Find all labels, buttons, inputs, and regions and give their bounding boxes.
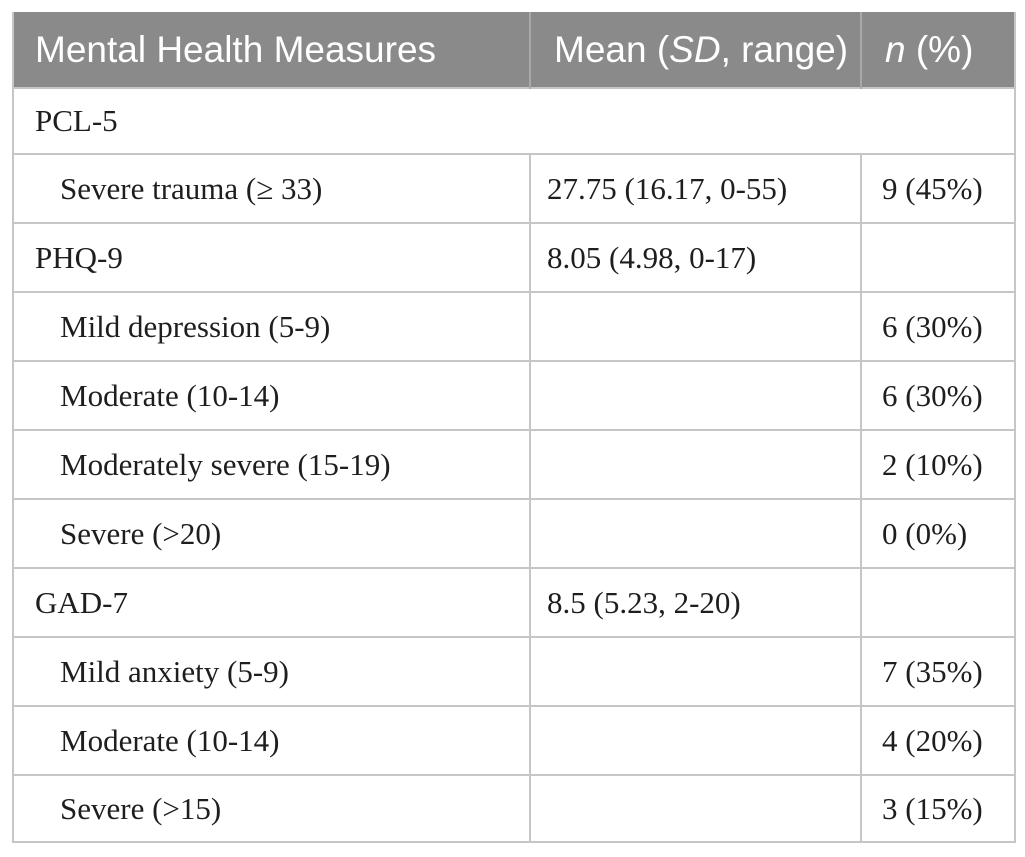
mental-health-measures-table: Mental Health Measures Mean (SD, range) … bbox=[12, 12, 1016, 843]
n-cell: 7 (35%) bbox=[860, 636, 1015, 706]
n-header-italic: n bbox=[885, 28, 906, 70]
row-label-cell: Severe trauma (≥ 33) bbox=[13, 153, 530, 223]
row-label-cell: Mild depression (5-9) bbox=[13, 291, 530, 361]
table-row-pcl5: PCL-5 bbox=[13, 87, 1015, 154]
row-label-cell: Mild anxiety (5-9) bbox=[13, 636, 530, 706]
mean-cell bbox=[529, 774, 861, 842]
n-cell: 9 (45%) bbox=[860, 153, 1015, 223]
column-header-mean: Mean (SD, range) bbox=[529, 12, 861, 88]
n-cell bbox=[860, 567, 1015, 637]
table-row-mild-anxiety: Mild anxiety (5-9) 7 (35%) bbox=[13, 636, 1015, 706]
mean-cell bbox=[529, 429, 861, 499]
mean-cell bbox=[529, 636, 861, 706]
mean-cell bbox=[529, 498, 861, 568]
table-row-moderate-depression: Moderate (10-14) 6 (30%) bbox=[13, 360, 1015, 430]
n-cell bbox=[860, 222, 1015, 292]
column-header-n: n (%) bbox=[860, 12, 1015, 88]
mean-header-sd-italic: SD bbox=[669, 28, 721, 70]
row-label-cell: Severe (>20) bbox=[13, 498, 530, 568]
table-row-mild-depression: Mild depression (5-9) 6 (30%) bbox=[13, 291, 1015, 361]
row-label-cell: PHQ-9 bbox=[13, 222, 530, 292]
table-header: Mental Health Measures Mean (SD, range) … bbox=[13, 12, 1015, 88]
n-cell: 2 (10%) bbox=[860, 429, 1015, 499]
row-label-cell: Moderate (10-14) bbox=[13, 705, 530, 775]
mean-header-suffix: , range) bbox=[720, 28, 849, 70]
table-row-phq9: PHQ-9 8.05 (4.98, 0-17) bbox=[13, 222, 1015, 292]
table-row-severe-depression: Severe (>20) 0 (0%) bbox=[13, 498, 1015, 568]
row-label-cell: Moderate (10-14) bbox=[13, 360, 530, 430]
row-label-cell: Severe (>15) bbox=[13, 774, 530, 842]
row-label-cell: Moderately severe (15-19) bbox=[13, 429, 530, 499]
header-row: Mental Health Measures Mean (SD, range) … bbox=[13, 12, 1015, 88]
mean-cell: 8.5 (5.23, 2-20) bbox=[529, 567, 861, 637]
n-cell: 6 (30%) bbox=[860, 360, 1015, 430]
row-label-cell: GAD-7 bbox=[13, 567, 530, 637]
column-header-measures: Mental Health Measures bbox=[13, 12, 530, 88]
table-row-moderately-severe: Moderately severe (15-19) 2 (10%) bbox=[13, 429, 1015, 499]
mean-cell bbox=[529, 291, 861, 361]
table-row-severe-trauma: Severe trauma (≥ 33) 27.75 (16.17, 0-55)… bbox=[13, 153, 1015, 223]
table-row-gad7: GAD-7 8.5 (5.23, 2-20) bbox=[13, 567, 1015, 637]
n-cell: 6 (30%) bbox=[860, 291, 1015, 361]
table-row-moderate-anxiety: Moderate (10-14) 4 (20%) bbox=[13, 705, 1015, 775]
mean-cell bbox=[529, 360, 861, 430]
n-cell: 0 (0%) bbox=[860, 498, 1015, 568]
table-body: PCL-5 Severe trauma (≥ 33) 27.75 (16.17,… bbox=[13, 87, 1015, 842]
n-cell: 3 (15%) bbox=[860, 774, 1015, 842]
mean-cell: 27.75 (16.17, 0-55) bbox=[529, 153, 861, 223]
mean-cell bbox=[529, 705, 861, 775]
mean-cell: 8.05 (4.98, 0-17) bbox=[529, 222, 861, 292]
column-header-measures-label: Mental Health Measures bbox=[35, 28, 437, 70]
table-row-severe-anxiety: Severe (>15) 3 (15%) bbox=[13, 774, 1015, 842]
row-label-cell: PCL-5 bbox=[13, 87, 1015, 154]
mean-header-prefix: Mean ( bbox=[554, 28, 670, 70]
n-header-suffix: (%) bbox=[905, 28, 974, 70]
n-cell: 4 (20%) bbox=[860, 705, 1015, 775]
